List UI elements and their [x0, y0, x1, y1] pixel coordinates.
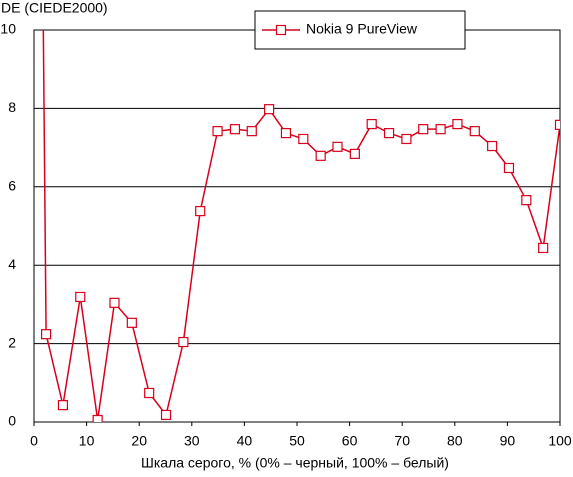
- y-tick-label: 0: [8, 413, 16, 429]
- x-tick-label: 50: [289, 433, 305, 449]
- y-tick-label: 8: [8, 99, 16, 115]
- data-point: [109, 297, 120, 308]
- legend: Nokia 9 PureView: [254, 10, 466, 50]
- y-tick-label: 2: [8, 334, 16, 350]
- data-point: [487, 140, 498, 152]
- data-point: [435, 124, 446, 135]
- data-point: [469, 126, 480, 137]
- data-point: [383, 127, 395, 139]
- plot-frame: [33, 29, 561, 423]
- x-tick-label: 10: [79, 433, 95, 449]
- data-point: [40, 329, 52, 340]
- data-point: [503, 162, 515, 174]
- data-point: [160, 409, 172, 421]
- y-tick-label: 6: [8, 178, 16, 194]
- x-tick-label: 70: [394, 433, 410, 449]
- chart-title: DE (CIEDE2000): [1, 0, 108, 16]
- data-point: [366, 118, 377, 130]
- data-point: [75, 291, 86, 303]
- x-tick-label: 60: [342, 433, 358, 449]
- data-point: [538, 242, 549, 254]
- data-point: [195, 206, 206, 217]
- data-point: [315, 150, 326, 161]
- x-axis-label: Шкала серого, % (0% – черный, 100% – бел…: [141, 455, 449, 471]
- data-point: [57, 400, 69, 411]
- y-tick-label: 4: [8, 256, 16, 272]
- data-point: [554, 119, 560, 130]
- x-tick-label: 30: [184, 433, 200, 449]
- data-point: [126, 317, 137, 328]
- data-point: [246, 126, 257, 137]
- x-tick-label: 0: [30, 433, 38, 449]
- x-tick-label: 100: [548, 433, 572, 449]
- data-point: [401, 133, 412, 145]
- data-point: [418, 124, 429, 135]
- series-line: [42, 30, 560, 421]
- data-point: [229, 124, 241, 135]
- x-tick-label: 20: [131, 433, 147, 449]
- data: [40, 30, 560, 422]
- data-point: [212, 126, 223, 137]
- data-point: [521, 195, 532, 206]
- data-point: [452, 118, 463, 130]
- data-point: [332, 141, 343, 152]
- x-tick-label: 40: [237, 433, 253, 449]
- x-tick-label: 80: [447, 433, 463, 449]
- data-point: [144, 387, 155, 399]
- data-point: [92, 414, 103, 422]
- data-point: [178, 336, 189, 348]
- x-tick-label: 90: [500, 433, 516, 449]
- data-point: [280, 127, 292, 139]
- y-tick-label: 10: [0, 21, 16, 37]
- legend-label: Nokia 9 PureView: [306, 21, 418, 37]
- data-point: [298, 133, 309, 145]
- data-point: [349, 148, 360, 159]
- data-point: [264, 104, 275, 115]
- legend-marker: [275, 24, 287, 36]
